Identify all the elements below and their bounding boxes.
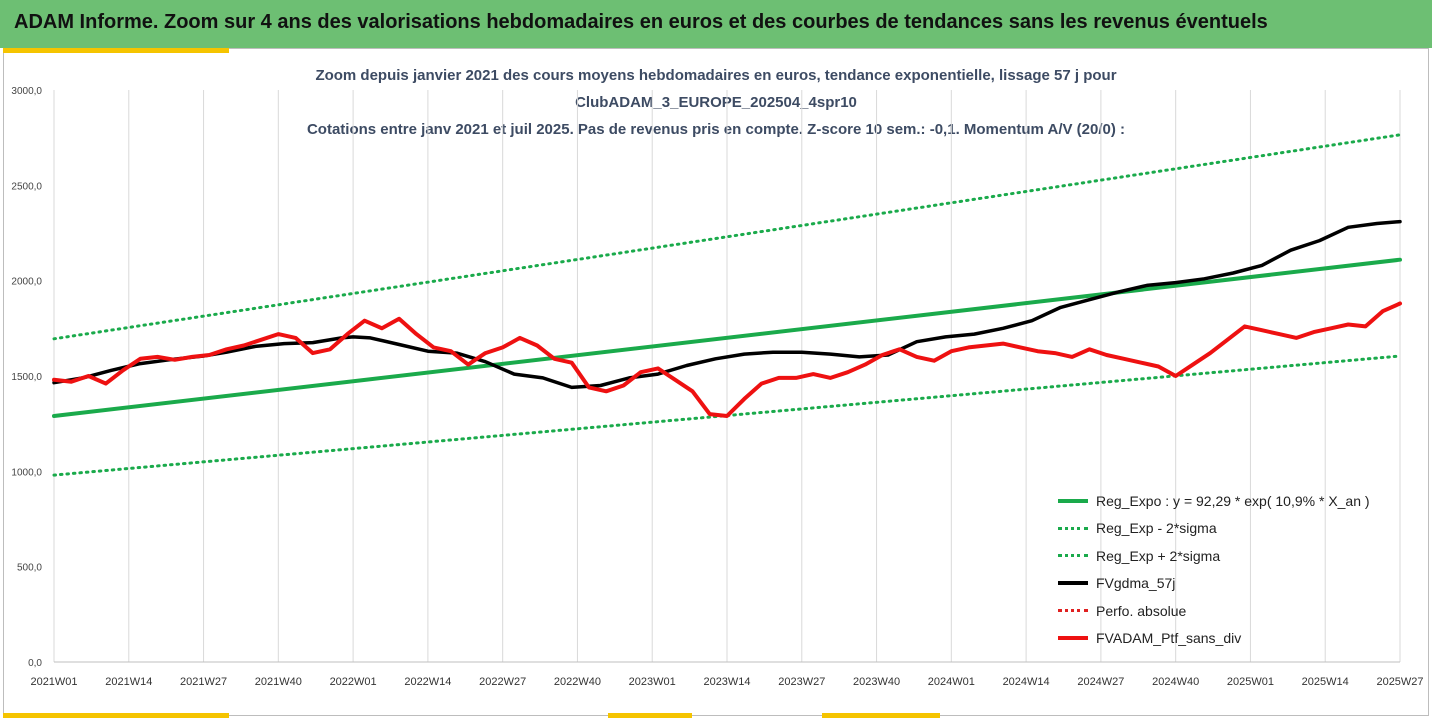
x-tick-label: 2024W40 — [1152, 676, 1199, 688]
legend-swatch-dotted-green — [1058, 554, 1088, 558]
legend-item-perfo: Perfo. absolue — [1040, 597, 1380, 625]
legend-item-fvgdma: FVgdma_57j — [1040, 570, 1380, 598]
y-tick-label: 1500,0 — [11, 372, 42, 383]
legend-swatch-dotted-green — [1058, 526, 1088, 530]
x-tick-label: 2023W01 — [629, 676, 676, 688]
x-tick-label: 2025W27 — [1376, 676, 1423, 688]
legend-swatch-dotted-red — [1058, 609, 1088, 613]
x-tick-label: 2021W01 — [30, 676, 77, 688]
x-tick-label: 2021W40 — [255, 676, 302, 688]
accent-bar-bottom-mid — [608, 713, 692, 718]
chart-title-line-2: ClubADAM_3_EUROPE_202504_4spr10 — [575, 94, 857, 111]
legend-label: FVADAM_Ptf_sans_div — [1096, 630, 1242, 647]
chart-title-line-3: Cotations entre janv 2021 et juil 2025. … — [306, 121, 1126, 138]
series-line-2 — [52, 133, 1402, 341]
x-tick-label: 2021W14 — [105, 676, 152, 688]
y-tick-label: 1000,0 — [11, 467, 42, 478]
legend-swatch-solid-red — [1058, 636, 1088, 641]
x-tick-label: 2021W27 — [180, 676, 227, 688]
x-tick-label: 2024W14 — [1003, 676, 1050, 688]
series-line-0 — [52, 257, 1402, 418]
x-tick-label: 2025W01 — [1227, 676, 1274, 688]
y-tick-label: 3000,0 — [11, 86, 42, 97]
series-line-5 — [52, 301, 1402, 418]
chart-title: Zoom depuis janvier 2021 des cours moyen… — [0, 62, 1432, 143]
accent-bar-bottom-left — [3, 713, 229, 718]
x-tick-label: 2023W14 — [703, 676, 750, 688]
x-tick-label: 2025W14 — [1302, 676, 1349, 688]
legend-label: Reg_Exp + 2*sigma — [1096, 547, 1221, 564]
x-tick-label: 2022W01 — [330, 676, 377, 688]
legend-item-reg-expo: Reg_Expo : y = 92,29 * exp( 10,9% * X_an… — [1040, 487, 1380, 515]
accent-bar-bottom-right — [822, 713, 940, 718]
legend-label: Reg_Exp - 2*sigma — [1096, 520, 1217, 537]
legend-swatch-solid-green — [1058, 498, 1088, 503]
legend-swatch-solid-black — [1058, 581, 1088, 586]
chart-legend: Reg_Expo : y = 92,29 * exp( 10,9% * X_an… — [1040, 487, 1380, 652]
legend-item-reg-exp-plus: Reg_Exp + 2*sigma — [1040, 542, 1380, 570]
y-tick-label: 2500,0 — [11, 181, 42, 192]
chart-frame — [3, 48, 1429, 716]
x-tick-label: 2022W27 — [479, 676, 526, 688]
y-tick-label: 500,0 — [17, 563, 42, 574]
x-tick-label: 2022W14 — [404, 676, 451, 688]
accent-bar-top — [3, 48, 229, 53]
x-tick-label: 2023W27 — [778, 676, 825, 688]
y-tick-label: 0,0 — [28, 658, 42, 669]
banner-title: ADAM Informe. Zoom sur 4 ans des valoris… — [14, 11, 1268, 33]
x-tick-label: 2023W40 — [853, 676, 900, 688]
y-tick-label: 2000,0 — [11, 277, 42, 288]
legend-label: Reg_Expo : y = 92,29 * exp( 10,9% * X_an… — [1096, 492, 1370, 509]
legend-label: Perfo. absolue — [1096, 602, 1187, 619]
series-line-3 — [52, 219, 1402, 390]
x-tick-label: 2024W27 — [1077, 676, 1124, 688]
x-tick-label: 2024W01 — [928, 676, 975, 688]
header-banner: ADAM Informe. Zoom sur 4 ans des valoris… — [0, 0, 1432, 48]
x-tick-label: 2022W40 — [554, 676, 601, 688]
legend-item-fvadam: FVADAM_Ptf_sans_div — [1040, 625, 1380, 653]
chart-title-line-1: Zoom depuis janvier 2021 des cours moyen… — [315, 67, 1117, 84]
legend-item-reg-exp-minus: Reg_Exp - 2*sigma — [1040, 515, 1380, 543]
legend-label: FVgdma_57j — [1096, 575, 1176, 592]
